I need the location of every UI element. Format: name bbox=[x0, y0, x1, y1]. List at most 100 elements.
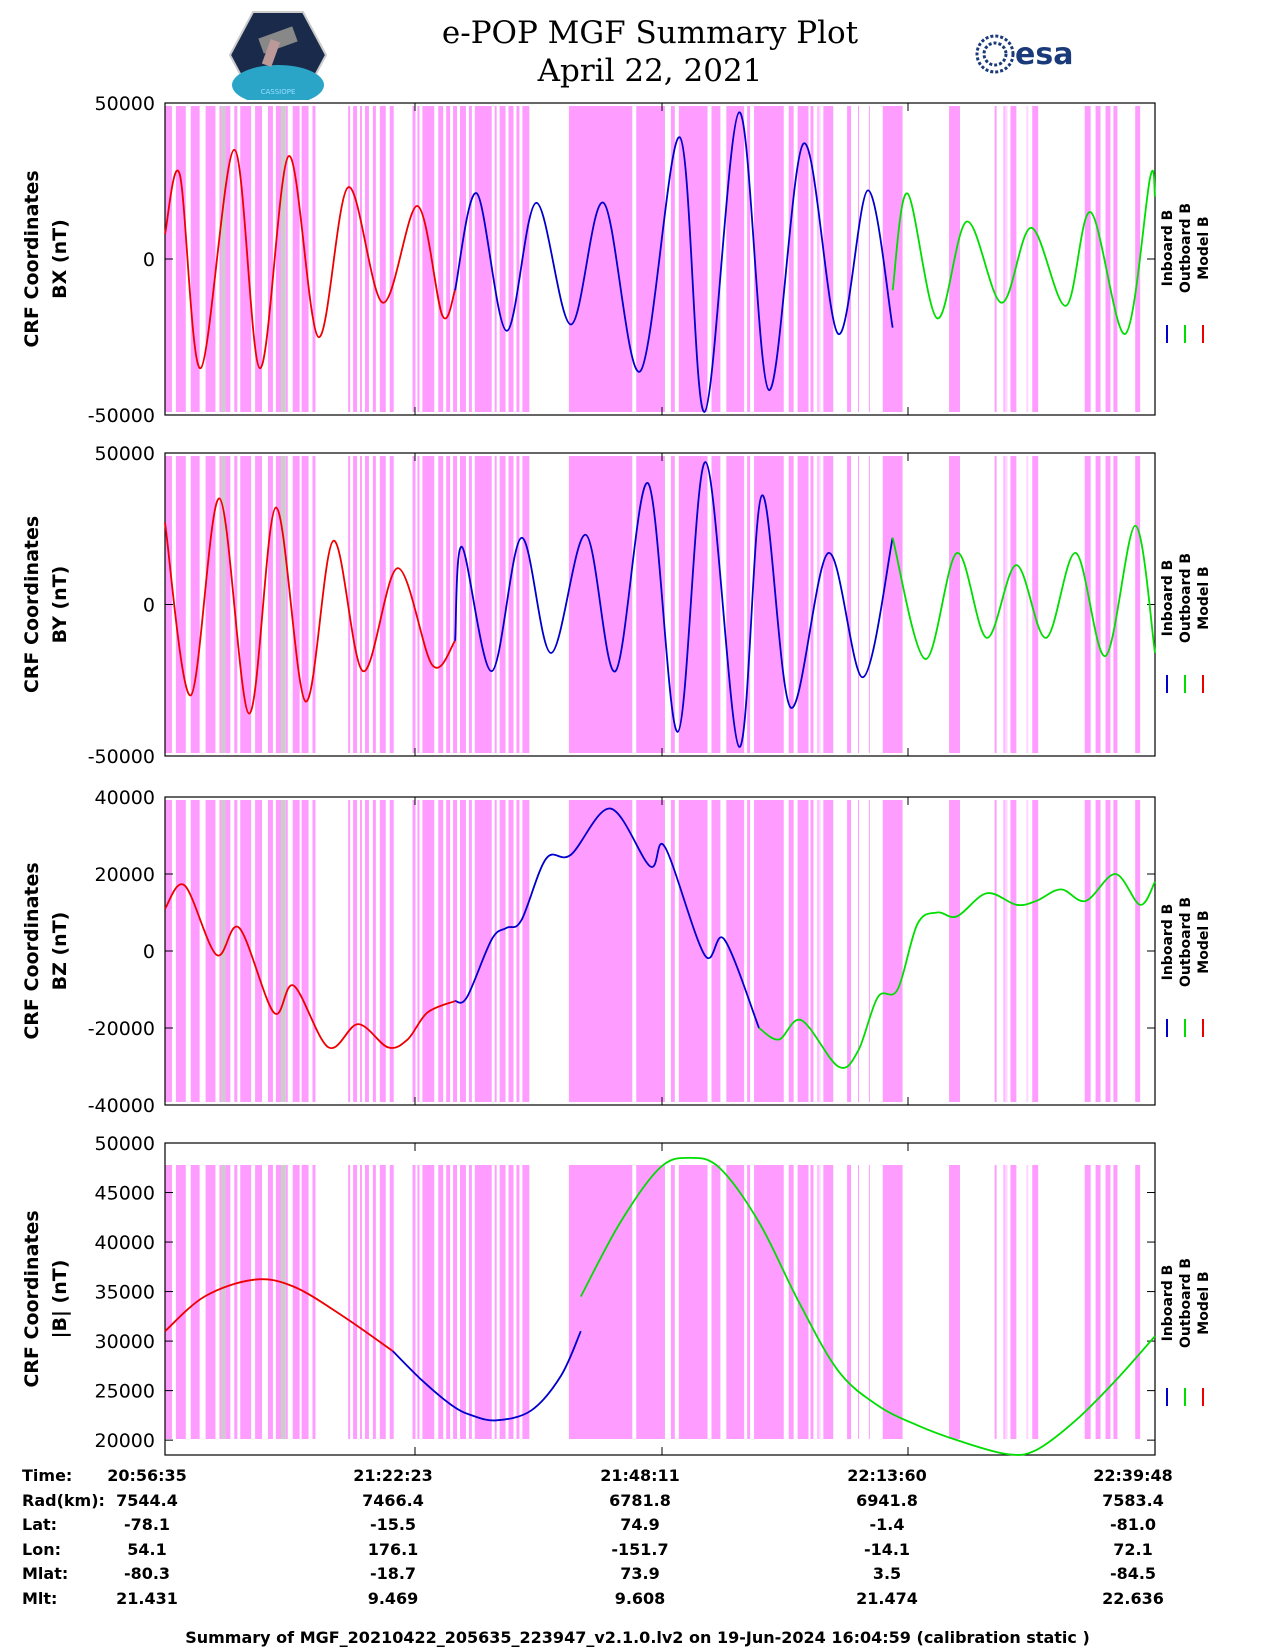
shade-band bbox=[190, 106, 200, 412]
shade-band bbox=[508, 800, 514, 1102]
shade-band bbox=[887, 800, 903, 1102]
shade-band bbox=[747, 1165, 751, 1439]
shade-band bbox=[499, 1165, 506, 1439]
shade-band bbox=[1084, 456, 1091, 753]
shade-band bbox=[312, 456, 316, 753]
shade-band bbox=[711, 106, 721, 412]
shade-band bbox=[438, 1165, 444, 1439]
shade-band bbox=[726, 456, 745, 753]
shade-band bbox=[225, 1165, 231, 1439]
shade-band bbox=[494, 106, 497, 412]
shade-band bbox=[190, 800, 200, 1102]
cassiope-logo: CASSIOPE bbox=[228, 10, 328, 105]
plot-title: e-POP MGF Summary Plot April 22, 2021 bbox=[350, 14, 950, 90]
shade-band bbox=[670, 106, 675, 412]
shade-band bbox=[1010, 800, 1017, 1102]
legend-label: Inboard B bbox=[1160, 1265, 1176, 1342]
title-line-2: April 22, 2021 bbox=[537, 53, 763, 89]
shade-band bbox=[1032, 1165, 1039, 1439]
series-outboard-b bbox=[758, 873, 1156, 1069]
shade-band bbox=[379, 106, 386, 412]
shade-band bbox=[285, 800, 288, 1102]
shade-band bbox=[360, 456, 363, 753]
shade-band bbox=[453, 1165, 458, 1439]
shade-band-gray bbox=[282, 1165, 286, 1439]
shade-band bbox=[175, 1165, 186, 1439]
series-inboard-b bbox=[454, 461, 894, 748]
shade-band bbox=[810, 106, 814, 412]
shade-band bbox=[810, 800, 814, 1102]
y-tick-label: -20000 bbox=[88, 1018, 155, 1040]
shade-band bbox=[292, 1165, 300, 1439]
series-model-b bbox=[164, 148, 456, 370]
shade-band bbox=[312, 1165, 316, 1439]
shade-band bbox=[275, 800, 283, 1102]
shade-band bbox=[1084, 1165, 1091, 1439]
shade-band bbox=[234, 1165, 238, 1439]
shade-band bbox=[438, 800, 444, 1102]
shade-band bbox=[389, 1165, 394, 1439]
shade-band bbox=[1095, 1165, 1101, 1439]
shade-band bbox=[882, 800, 891, 1102]
shade-band bbox=[353, 106, 358, 412]
shade-band bbox=[422, 1165, 435, 1439]
info-row: Mlat: -80.3 -18.7 73.9 3.5 -84.5 bbox=[22, 1564, 1262, 1589]
shade-band bbox=[711, 800, 721, 1102]
shade-band-light bbox=[1004, 456, 1008, 753]
shade-band bbox=[468, 1165, 472, 1439]
shade-band bbox=[460, 106, 466, 412]
shade-band bbox=[1105, 456, 1111, 753]
shade-band bbox=[747, 456, 751, 753]
info-value: 9.608 bbox=[614, 1588, 666, 1608]
y-axis-label-line2: BZ (nT) bbox=[49, 912, 71, 991]
shade-band bbox=[810, 1165, 814, 1439]
shade-band bbox=[516, 106, 520, 412]
shade-band bbox=[219, 1165, 222, 1439]
shade-band bbox=[255, 1165, 263, 1439]
title-line-1: e-POP MGF Summary Plot bbox=[441, 15, 859, 51]
y-tick-label: 20000 bbox=[95, 1430, 155, 1452]
info-value: -84.5 bbox=[1109, 1564, 1157, 1584]
shade-band-gray bbox=[221, 1165, 226, 1439]
shade-band bbox=[364, 1165, 369, 1439]
series-model-b bbox=[164, 883, 456, 1049]
shade-band bbox=[1032, 456, 1039, 753]
shade-band bbox=[292, 456, 300, 753]
info-row-label: Mlat: bbox=[22, 1564, 69, 1584]
shade-band bbox=[348, 456, 351, 753]
y-axis-label-line1: CRF Coordinates bbox=[21, 1210, 43, 1387]
info-value: 73.9 bbox=[620, 1564, 660, 1584]
shade-band bbox=[422, 456, 435, 753]
info-value: 21.431 bbox=[116, 1588, 178, 1608]
shade-band bbox=[389, 456, 394, 753]
shade-band-gray bbox=[282, 456, 286, 753]
shade-band bbox=[568, 800, 633, 1102]
y-tick-label: 25000 bbox=[95, 1381, 155, 1403]
info-row-label: Lon: bbox=[22, 1539, 61, 1559]
orbit-info-table: Time: 20:56:35 21:22:23 21:48:11 22:13:60 22:… bbox=[22, 1466, 1262, 1614]
shade-band bbox=[858, 106, 859, 412]
shade-band bbox=[858, 456, 859, 753]
shade-band bbox=[364, 456, 369, 753]
shade-band bbox=[1113, 800, 1118, 1102]
shade-band bbox=[754, 456, 784, 753]
info-value: 7544.4 bbox=[116, 1490, 178, 1510]
shade-band bbox=[267, 1165, 273, 1439]
legend-label: Outboard B bbox=[1178, 553, 1194, 643]
shade-band bbox=[516, 456, 520, 753]
shade-band bbox=[868, 800, 870, 1102]
shade-band-gray bbox=[282, 106, 286, 412]
shade-band bbox=[460, 456, 466, 753]
shade-band bbox=[508, 1165, 514, 1439]
info-value: 6941.8 bbox=[856, 1490, 918, 1510]
shade-band bbox=[417, 800, 420, 1102]
shade-band bbox=[522, 800, 530, 1102]
info-row-label: Mlt: bbox=[22, 1588, 58, 1608]
shade-band-light bbox=[1004, 106, 1008, 412]
shade-band bbox=[1010, 106, 1017, 412]
shade-band bbox=[670, 1165, 675, 1439]
shade-band-gray bbox=[282, 800, 286, 1102]
shade-band bbox=[678, 1165, 708, 1439]
shade-band bbox=[494, 1165, 497, 1439]
shade-band bbox=[1105, 106, 1111, 412]
